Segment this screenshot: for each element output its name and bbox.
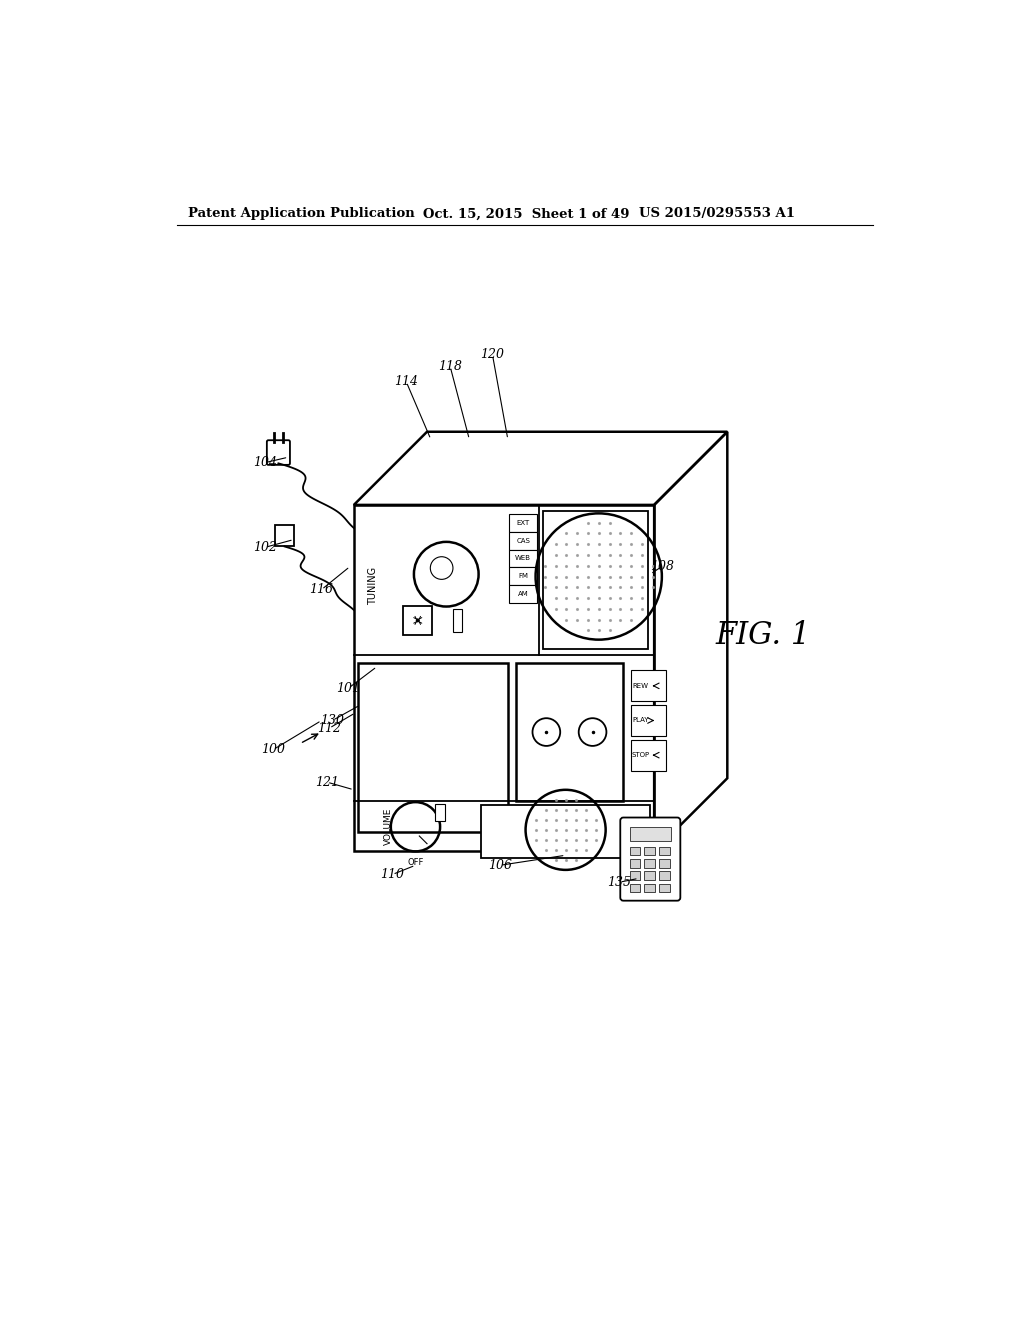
Text: 112: 112	[317, 722, 341, 735]
Text: EXT: EXT	[517, 520, 529, 525]
Text: Oct. 15, 2015  Sheet 1 of 49: Oct. 15, 2015 Sheet 1 of 49	[423, 207, 630, 220]
Text: 130: 130	[321, 714, 344, 727]
Bar	[630, 871, 640, 880]
Bar	[515, 663, 624, 801]
Text: AM: AM	[518, 591, 528, 597]
Text: 110: 110	[380, 869, 404, 880]
Bar	[630, 859, 640, 867]
Bar	[481, 805, 650, 858]
Bar	[631, 705, 666, 737]
Text: 101: 101	[337, 681, 360, 694]
Text: FIG. 1: FIG. 1	[716, 620, 811, 651]
Text: CAS: CAS	[516, 537, 530, 544]
Text: 116: 116	[309, 583, 334, 597]
Bar	[658, 859, 670, 867]
Bar	[631, 671, 666, 701]
Text: FM: FM	[518, 573, 528, 579]
Bar	[509, 549, 538, 568]
Text: WEB: WEB	[515, 556, 531, 561]
Bar	[644, 871, 655, 880]
Bar	[543, 511, 648, 649]
Text: 106: 106	[488, 859, 512, 871]
Text: 102: 102	[253, 541, 278, 554]
Bar	[631, 739, 666, 771]
Bar	[658, 871, 670, 880]
Bar	[435, 804, 445, 821]
Bar	[644, 859, 655, 867]
Text: TUNING: TUNING	[368, 566, 378, 605]
Text: OFF: OFF	[408, 858, 424, 867]
FancyBboxPatch shape	[267, 441, 290, 465]
Bar	[630, 884, 640, 892]
Text: 108: 108	[650, 560, 674, 573]
Bar	[509, 585, 538, 603]
Text: 120: 120	[480, 348, 505, 362]
Text: 100: 100	[261, 743, 285, 756]
Bar	[403, 606, 432, 635]
Text: 118: 118	[438, 360, 462, 372]
Bar	[658, 884, 670, 892]
Bar	[644, 847, 655, 855]
Bar	[509, 568, 538, 585]
Text: 135: 135	[607, 875, 632, 888]
Text: REW: REW	[632, 682, 648, 689]
FancyBboxPatch shape	[621, 817, 680, 900]
Bar	[454, 609, 463, 632]
Bar	[275, 525, 294, 546]
Bar	[644, 884, 655, 892]
Text: 114: 114	[394, 375, 418, 388]
Bar	[509, 515, 538, 532]
Text: 104: 104	[253, 455, 278, 469]
Bar	[509, 532, 538, 549]
Text: PLAY: PLAY	[632, 718, 648, 723]
Bar	[357, 663, 508, 832]
Bar	[630, 847, 640, 855]
Text: 121: 121	[315, 776, 339, 788]
Text: Patent Application Publication: Patent Application Publication	[188, 207, 415, 220]
Text: STOP: STOP	[631, 752, 649, 758]
Bar	[630, 826, 671, 841]
Text: US 2015/0295553 A1: US 2015/0295553 A1	[639, 207, 795, 220]
Text: VOLUME: VOLUME	[384, 808, 393, 845]
Bar	[658, 847, 670, 855]
